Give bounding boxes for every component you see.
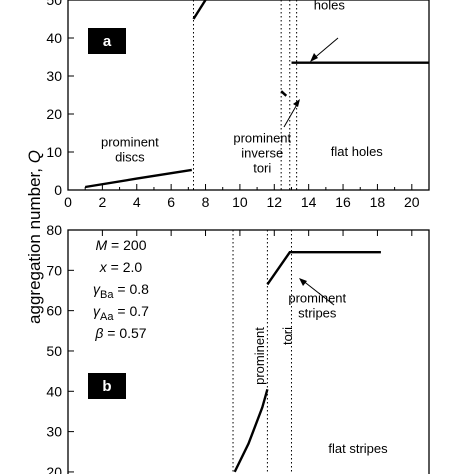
panel-b-ticks: 20 30 40 50 60 70 80: [46, 222, 413, 474]
panel-b-series: [233, 250, 381, 473]
y-tick-label: 50: [46, 0, 62, 8]
y-tick-label: 10: [46, 144, 62, 160]
panel-a-ticks: 0 2 4 6 8 10 12 14 16 18 20 0 10 20 30 40 50: [46, 0, 420, 210]
annotation-a-1: inverse: [241, 146, 283, 161]
y-tick-label: 50: [46, 343, 62, 359]
y-tick-label: 70: [46, 262, 62, 278]
parameter-symbol: β: [94, 325, 103, 341]
panel-b-transition-lines: [232, 230, 292, 474]
annotation-a-3: holes: [314, 0, 346, 12]
y-tick-label: 30: [46, 68, 62, 84]
parameter-symbol: γ: [93, 303, 101, 319]
rotated-label-prominent: prominent: [252, 327, 267, 385]
panel-a-series: [85, 0, 429, 189]
flat-stripes-label: flat stripes: [328, 441, 388, 456]
y-tick-label: 40: [46, 383, 62, 399]
x-tick-label: 8: [202, 194, 210, 210]
y-axis-label-var: Q: [25, 150, 44, 163]
arrow-holes-head: [310, 53, 318, 62]
x-tick-label: 20: [404, 194, 420, 210]
y-tick-label: 20: [46, 464, 62, 474]
arrow-inverse-tori-head: [293, 99, 300, 107]
x-tick-label: 6: [167, 194, 175, 210]
x-tick-label: 16: [335, 194, 351, 210]
x-tick-label: 2: [98, 194, 106, 210]
series-b-1: [266, 250, 381, 286]
x-tick-label: 14: [301, 194, 317, 210]
parameter-symbol: x: [99, 259, 108, 275]
panel-b-frame: [67, 229, 430, 474]
arrow-stripes-head: [299, 278, 307, 286]
y-tick-label: 30: [46, 424, 62, 440]
parameter: γBa = 0.8: [93, 281, 149, 301]
series-a-2: [280, 90, 288, 97]
parameter-value: = 200: [107, 237, 147, 253]
annotation-a-1: tori: [253, 161, 271, 176]
parameter: β = 0.57: [94, 325, 146, 341]
x-tick-label: 4: [133, 194, 141, 210]
y-axis-label-main: aggregation number,: [25, 163, 44, 324]
annotation-a-0: prominent: [101, 134, 159, 149]
parameter: M = 200: [96, 237, 147, 253]
rotated-label-tori: tori: [280, 327, 295, 345]
parameter-symbol: γ: [93, 281, 101, 297]
annotation-a-2: flat holes: [331, 144, 384, 159]
parameter-value: = 2.0: [107, 259, 143, 275]
panel-b-label-box: [88, 373, 126, 399]
parameter-subscript: Aa: [100, 311, 114, 323]
y-tick-label: 60: [46, 303, 62, 319]
parameter: γAa = 0.7: [93, 303, 149, 323]
panel-a-frame: [67, 0, 430, 191]
annotation-a-0: discs: [115, 149, 145, 164]
annotation-b-0: stripes: [298, 306, 337, 321]
parameter-value: = 0.8: [114, 281, 150, 297]
x-tick-label: 0: [64, 194, 72, 210]
series-a-0: [85, 168, 192, 189]
panel-a-transition-lines: [192, 0, 298, 190]
series-b-0: [233, 388, 269, 473]
y-axis-label: aggregation number, Q: [25, 150, 44, 324]
x-tick-label: 10: [232, 194, 248, 210]
parameter-symbol: M: [96, 237, 108, 253]
y-tick-label: 0: [54, 182, 62, 198]
panel-b-label: b: [102, 378, 111, 395]
parameter-value: = 0.7: [114, 303, 150, 319]
annotation-a-1: prominent: [233, 131, 291, 146]
parameter-subscript: Ba: [100, 289, 114, 301]
annotation-b-0: prominent: [288, 291, 346, 306]
panel-a-label-box: [88, 28, 126, 54]
y-tick-label: 20: [46, 106, 62, 122]
y-tick-label: 80: [46, 222, 62, 238]
arrow-stripes: [301, 279, 335, 306]
parameter: x = 2.0: [99, 259, 143, 275]
parameter-value: = 0.57: [103, 325, 146, 341]
x-tick-label: 12: [266, 194, 282, 210]
y-tick-label: 40: [46, 30, 62, 46]
panel-a-label: a: [103, 33, 112, 50]
x-tick-label: 18: [370, 194, 386, 210]
series-a-1: [192, 0, 207, 20]
